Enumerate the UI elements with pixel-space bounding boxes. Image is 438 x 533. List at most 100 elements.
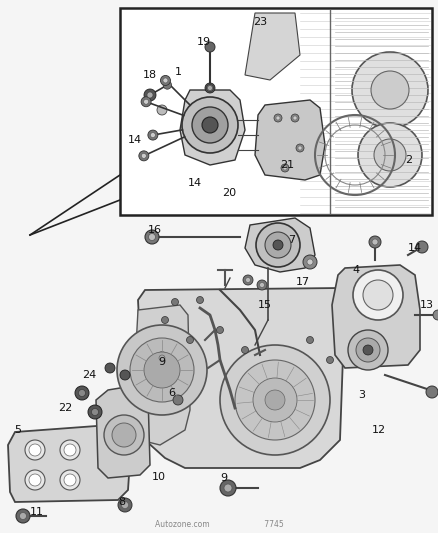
Text: 9: 9	[219, 473, 226, 483]
Text: 1: 1	[175, 67, 182, 77]
Text: 9: 9	[158, 357, 165, 367]
Circle shape	[357, 123, 421, 187]
Circle shape	[25, 440, 45, 460]
Text: 20: 20	[222, 188, 236, 198]
Circle shape	[147, 92, 153, 98]
Circle shape	[159, 355, 165, 361]
Circle shape	[105, 363, 115, 373]
Circle shape	[196, 296, 203, 303]
Circle shape	[161, 317, 168, 324]
Text: 22: 22	[58, 403, 72, 413]
Circle shape	[297, 146, 301, 150]
Text: Autozone.com                       7745: Autozone.com 7745	[155, 521, 283, 529]
Circle shape	[255, 223, 299, 267]
Circle shape	[245, 278, 250, 282]
Polygon shape	[96, 385, 150, 478]
Circle shape	[362, 280, 392, 310]
Text: 17: 17	[295, 277, 309, 287]
Circle shape	[157, 105, 166, 115]
Circle shape	[191, 107, 227, 143]
Circle shape	[155, 352, 168, 364]
Circle shape	[29, 444, 41, 456]
Circle shape	[130, 338, 194, 402]
Circle shape	[16, 509, 30, 523]
Circle shape	[75, 386, 89, 400]
Text: 16: 16	[148, 225, 162, 235]
Text: 3: 3	[357, 390, 364, 400]
Circle shape	[306, 336, 313, 343]
Circle shape	[150, 133, 155, 138]
Circle shape	[368, 236, 380, 248]
Circle shape	[276, 116, 279, 120]
Text: 24: 24	[82, 370, 96, 380]
Circle shape	[25, 470, 45, 490]
Circle shape	[223, 484, 231, 492]
Circle shape	[173, 395, 183, 405]
Circle shape	[88, 405, 102, 419]
Text: 14: 14	[128, 135, 142, 145]
Circle shape	[60, 440, 80, 460]
Text: 6: 6	[168, 388, 175, 398]
Circle shape	[265, 232, 290, 258]
Circle shape	[243, 275, 252, 285]
Text: 4: 4	[351, 265, 358, 275]
Circle shape	[292, 116, 297, 120]
Circle shape	[302, 255, 316, 269]
Circle shape	[205, 42, 215, 52]
Circle shape	[216, 327, 223, 334]
Text: 2: 2	[404, 155, 411, 165]
Polygon shape	[254, 100, 324, 180]
Text: 12: 12	[371, 425, 385, 435]
Circle shape	[355, 338, 379, 362]
Circle shape	[120, 370, 130, 380]
Circle shape	[78, 390, 85, 397]
Circle shape	[234, 360, 314, 440]
Circle shape	[265, 390, 284, 410]
Text: 10: 10	[152, 472, 166, 482]
Circle shape	[29, 474, 41, 486]
Text: 13: 13	[419, 300, 433, 310]
Circle shape	[148, 130, 158, 140]
Circle shape	[371, 239, 377, 245]
Circle shape	[370, 71, 408, 109]
Text: 11: 11	[30, 507, 44, 517]
Circle shape	[141, 97, 151, 107]
Circle shape	[415, 241, 427, 253]
Circle shape	[347, 330, 387, 370]
Circle shape	[160, 76, 170, 85]
Text: 14: 14	[187, 178, 201, 188]
Circle shape	[60, 470, 80, 490]
Circle shape	[64, 474, 76, 486]
Circle shape	[148, 233, 155, 240]
Circle shape	[273, 114, 281, 122]
Polygon shape	[331, 265, 419, 368]
Circle shape	[144, 89, 155, 101]
Circle shape	[117, 325, 207, 415]
Circle shape	[104, 415, 144, 455]
Circle shape	[259, 282, 264, 287]
Polygon shape	[8, 425, 130, 502]
Circle shape	[425, 386, 437, 398]
Circle shape	[143, 99, 148, 104]
Polygon shape	[244, 13, 299, 80]
Circle shape	[432, 310, 438, 320]
Circle shape	[256, 280, 266, 290]
Circle shape	[64, 444, 76, 456]
Text: 8: 8	[118, 497, 125, 507]
Circle shape	[306, 259, 312, 265]
Text: 5: 5	[14, 425, 21, 435]
Text: 14: 14	[407, 243, 421, 253]
Circle shape	[121, 502, 128, 508]
Circle shape	[280, 164, 288, 172]
Circle shape	[219, 480, 236, 496]
Circle shape	[141, 154, 146, 158]
Circle shape	[283, 166, 286, 170]
Circle shape	[163, 81, 171, 89]
Circle shape	[207, 85, 212, 91]
Circle shape	[352, 270, 402, 320]
Circle shape	[362, 345, 372, 355]
Circle shape	[219, 345, 329, 455]
Circle shape	[118, 498, 132, 512]
Circle shape	[252, 378, 297, 422]
Text: 19: 19	[197, 37, 211, 47]
